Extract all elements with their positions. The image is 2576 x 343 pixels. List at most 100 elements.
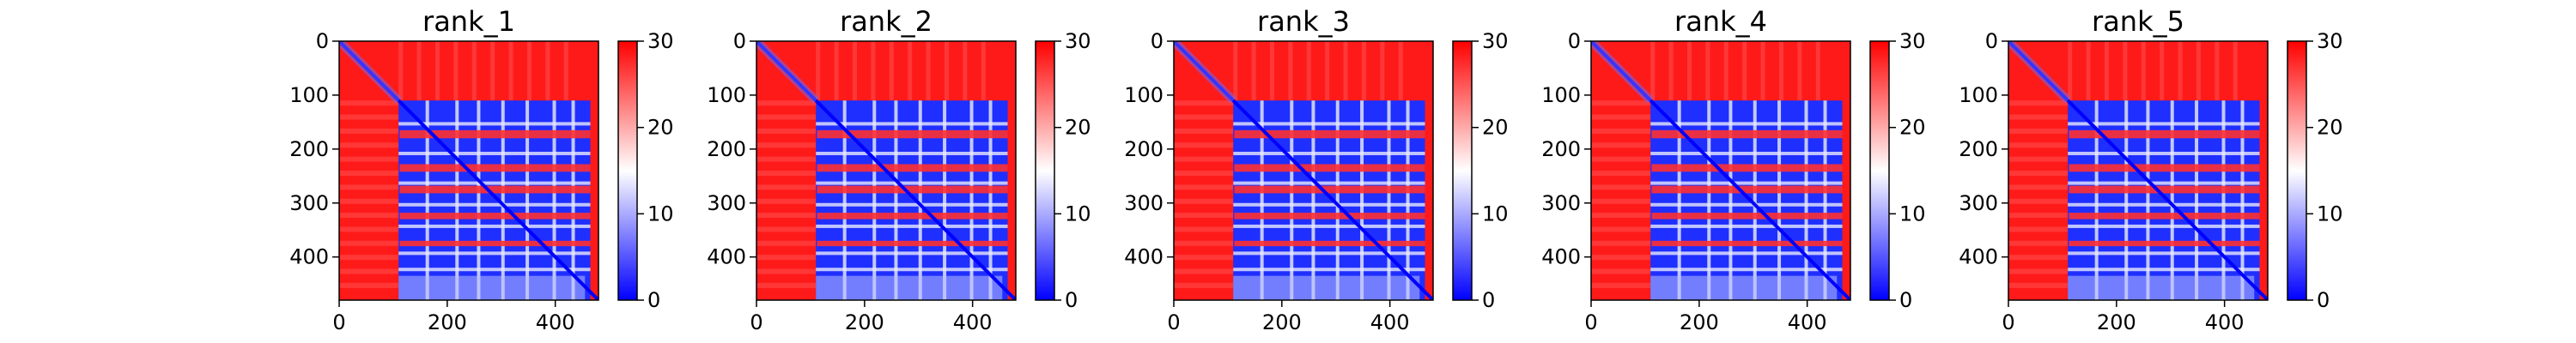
heatmap-right-strip (1425, 41, 1433, 300)
heatmap-stripe (2068, 122, 2260, 126)
heatmap-texture (756, 171, 817, 176)
x-tick-label: 200 (428, 310, 467, 334)
panel-title: rank_3 (1257, 5, 1350, 38)
heatmap-texture (1591, 255, 1651, 261)
heatmap-stripe (571, 100, 575, 300)
heatmap-stripe (816, 151, 1008, 155)
heatmap-texture (756, 198, 817, 204)
x-tick-label: 0 (332, 310, 345, 334)
heatmap-texture (2104, 41, 2109, 101)
heatmap-texture (1380, 41, 1385, 101)
heatmap-texture (981, 41, 986, 101)
heatmap-texture (1251, 41, 1256, 101)
colorbar (1453, 41, 1472, 300)
heatmap-texture (434, 41, 440, 101)
colorbar-tick-label: 20 (1482, 116, 1509, 140)
heatmap-right-strip (2259, 41, 2268, 300)
heatmap-texture (508, 41, 513, 101)
heatmap-cterm (1650, 275, 1838, 300)
heatmap-stripe (455, 100, 459, 300)
heatmap-texture (2178, 41, 2183, 101)
x-tick-label: 200 (1262, 310, 1302, 334)
heatmap-stripe (1753, 100, 1757, 300)
heatmap-texture (756, 142, 817, 148)
heatmap-stripe (1233, 224, 1425, 228)
heatmap-band (2069, 185, 2260, 194)
heatmap-stripe (894, 100, 898, 300)
heatmap-frame (1173, 40, 1434, 301)
heatmap-texture (889, 41, 894, 101)
heatmap-stripe (2068, 224, 2260, 228)
heatmap-texture (339, 240, 399, 246)
heatmap-stripe (398, 251, 591, 256)
heatmap-texture (1174, 100, 1234, 106)
heatmap-texture (1174, 213, 1234, 219)
heatmap-stripe (1728, 100, 1733, 300)
heatmap-texture (1591, 156, 1651, 162)
heatmap-band (399, 213, 591, 220)
heatmap-stripe (2068, 202, 2260, 207)
heatmap-texture (852, 41, 857, 101)
y-tick-label: 300 (1541, 191, 1581, 215)
heatmap-stripe (1233, 251, 1425, 256)
heatmap-stripe (398, 122, 591, 126)
heatmap-texture (339, 213, 399, 219)
panel-3: rank_3 0 100 200 300 400 0 200 400 0 10 20 30 (1124, 5, 1508, 334)
panel-5: rank_5 0 100 200 300 400 0 200 400 0 10 20 30 (1959, 5, 2342, 334)
heatmap-stripe (1650, 151, 1843, 155)
x-tick-label: 400 (2205, 310, 2245, 334)
heatmap-texture (756, 255, 817, 261)
heatmap-right-strip (1842, 41, 1850, 300)
heatmap-texture (339, 128, 399, 134)
heatmap-texture (2008, 240, 2069, 246)
heatmap-band (817, 240, 1008, 247)
heatmap-texture (2123, 41, 2128, 101)
colorbar-tick-label: 30 (1065, 29, 1091, 53)
heatmap-band (817, 164, 1008, 172)
colorbar-frame (617, 40, 638, 301)
y-tick-label: 400 (1124, 245, 1163, 269)
heatmap-texture (2008, 171, 2069, 176)
heatmap-texture (1174, 240, 1234, 246)
heatmap-stripe (1311, 100, 1315, 300)
heatmap-stripe (1677, 100, 1681, 300)
heatmap-stripe (1707, 100, 1711, 300)
heatmap-stripe (816, 268, 1008, 272)
heatmap-band (1651, 129, 1843, 139)
heatmap-texture (963, 41, 968, 101)
heatmap-texture (756, 240, 817, 246)
y-tick-label: 200 (289, 137, 329, 161)
heatmap-stripe (988, 100, 993, 300)
panel-2: rank_2 0 100 200 300 400 0 200 400 0 10 20 30 (707, 5, 1091, 334)
heatmap-stripe (552, 100, 556, 300)
heatmap-texture (908, 41, 913, 101)
heatmap-stripe (1804, 100, 1808, 300)
heatmap-stripe (1650, 268, 1843, 272)
heatmap-texture (756, 184, 817, 190)
heatmap-stripe (398, 202, 591, 207)
heatmap-texture (1591, 240, 1651, 246)
heatmap-stripe (1823, 100, 1827, 300)
x-tick-label: 400 (1788, 310, 1827, 334)
heatmap-stripe (1650, 122, 1843, 126)
colorbar-frame (1452, 40, 1473, 301)
y-tick-label: 0 (1985, 29, 1998, 53)
heatmap-band (1234, 185, 1425, 194)
y-tick-label: 300 (1959, 191, 1998, 215)
y-tick-label: 300 (1124, 191, 1163, 215)
heatmap-texture (339, 156, 399, 162)
heatmap-texture (2068, 41, 2073, 101)
heatmap-texture (1174, 282, 1234, 288)
heatmap-stripe (1233, 268, 1425, 272)
heatmap-texture (1174, 171, 1234, 176)
heatmap-stripe (1233, 151, 1425, 155)
heatmap-band (1234, 129, 1425, 139)
panel-1: rank_1 0 100 200 300 400 0 200 400 0 10 20 30 (289, 5, 673, 334)
heatmap-frame (2008, 40, 2269, 301)
y-tick-label: 0 (733, 29, 746, 53)
x-tick-label: 200 (845, 310, 884, 334)
colorbar-frame (2287, 40, 2307, 301)
y-tick-label: 400 (1959, 245, 1998, 269)
colorbar-tick-label: 20 (647, 116, 674, 140)
heatmap-stripe (1406, 100, 1410, 300)
